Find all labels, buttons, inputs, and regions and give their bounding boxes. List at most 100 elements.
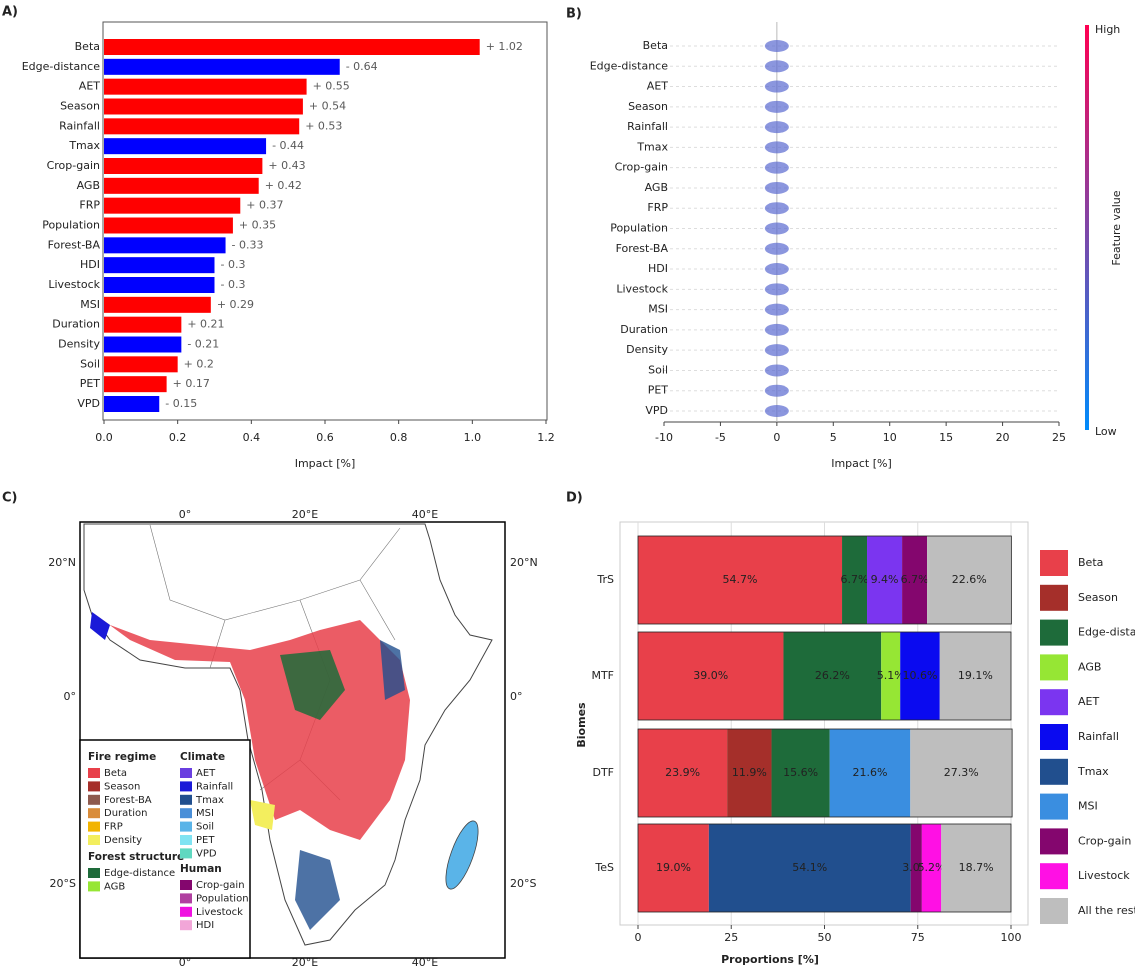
legend-label: Density xyxy=(104,835,142,846)
legend-swatch xyxy=(1040,758,1068,785)
swarm-core xyxy=(764,181,789,194)
legend-swatch xyxy=(180,835,192,845)
x-tick-label: 0.2 xyxy=(169,431,187,444)
x-tick-label: 0.6 xyxy=(316,431,334,444)
swarm-core xyxy=(764,303,789,316)
legend-label: Tmax xyxy=(1077,765,1109,778)
y-tick-label: Edge-distance xyxy=(22,60,100,73)
bar-segment xyxy=(941,824,1011,912)
bar xyxy=(104,296,211,313)
legend-swatch xyxy=(88,868,100,878)
legend-group-title: Forest structure xyxy=(88,851,184,863)
legend-swatch xyxy=(88,835,100,845)
legend-swatch xyxy=(88,794,100,805)
bar-segment xyxy=(638,632,784,720)
bar xyxy=(104,356,178,373)
value-label: + 0.21 xyxy=(187,318,224,331)
value-label: - 0.3 xyxy=(221,278,246,291)
bar xyxy=(104,277,215,293)
legend-label: VPD xyxy=(196,848,217,859)
bar-outline xyxy=(637,535,1012,625)
legend-label: Soil xyxy=(196,822,214,833)
legend-label: PET xyxy=(196,835,215,846)
legend-swatch xyxy=(1040,793,1068,820)
legend-swatch xyxy=(1040,550,1068,576)
y-tick-label: Population xyxy=(42,219,100,232)
panel-label: A) xyxy=(2,5,18,20)
colorbar-low: Low xyxy=(1095,425,1117,438)
y-axis-label: Biomes xyxy=(575,702,588,748)
bar-segment xyxy=(921,824,942,912)
y-tick-label: Livestock xyxy=(616,282,668,295)
y-tick-label: PET xyxy=(80,377,101,390)
value-label: + 0.43 xyxy=(268,159,305,172)
y-tick-label: Duration xyxy=(52,318,100,331)
value-label: 15.6% xyxy=(783,766,818,779)
legend-label: Rainfall xyxy=(1078,730,1119,743)
y-tick-label: Livestock xyxy=(48,278,100,291)
value-label: + 1.02 xyxy=(486,40,523,53)
swarm-core xyxy=(764,121,789,134)
legend-label: AGB xyxy=(1078,660,1101,673)
bar xyxy=(104,376,167,393)
y-tick-label: Rainfall xyxy=(627,120,668,133)
legend-label: All the rest xyxy=(1078,904,1135,917)
legend-label: MSI xyxy=(196,808,214,819)
legend-swatch xyxy=(88,768,100,778)
y-tick-label: Soil xyxy=(80,357,100,370)
legend-label: Population xyxy=(196,893,249,904)
swarm-core xyxy=(764,283,789,296)
value-label: - 0.44 xyxy=(272,139,304,152)
panel-label: B) xyxy=(566,7,582,22)
x-tick-label: 25 xyxy=(1052,431,1066,444)
legend-label: Crop-gain xyxy=(1078,834,1131,847)
legend-swatch xyxy=(1040,689,1068,716)
value-label: 18.7% xyxy=(959,861,994,874)
x-tick-label: 75 xyxy=(911,931,925,944)
y-tick-label: Forest-BA xyxy=(48,238,101,251)
value-label: 10.6% xyxy=(903,669,938,682)
legend-swatch xyxy=(180,781,192,792)
bar-segment xyxy=(638,536,843,624)
bar xyxy=(104,39,480,55)
legend-label: AET xyxy=(196,768,216,779)
x-tick-label: 10 xyxy=(883,431,897,444)
legend-swatch xyxy=(180,920,192,931)
x-tick-label: 0 xyxy=(635,931,642,944)
x-tick-label: 50 xyxy=(818,931,832,944)
y-tick-label: AET xyxy=(79,80,100,93)
legend-swatch xyxy=(1040,828,1068,855)
bar xyxy=(104,217,233,234)
legend-swatch xyxy=(1040,619,1068,646)
y-tick-label: MSI xyxy=(648,303,668,316)
legend-label: Tmax xyxy=(195,795,224,806)
bar-segment xyxy=(902,536,928,624)
x-tick-label: 1.2 xyxy=(537,431,555,444)
y-tick-label: HDI xyxy=(648,262,668,275)
value-label: 54.7% xyxy=(723,573,758,586)
y-tick-label: Crop-gain xyxy=(615,161,668,174)
bar xyxy=(104,118,300,135)
value-label: 27.3% xyxy=(944,766,979,779)
legend-label: Rainfall xyxy=(196,781,233,792)
legend-swatch xyxy=(180,906,192,917)
legend-label: AET xyxy=(1078,695,1099,708)
legend-label: Season xyxy=(1078,591,1118,604)
legend-label: Duration xyxy=(104,808,147,819)
x-tick-label: 15 xyxy=(939,431,953,444)
lat-tick: 20°S xyxy=(510,877,536,890)
legend-label: Forest-BA xyxy=(104,795,152,806)
bar xyxy=(104,316,182,333)
value-label: + 0.17 xyxy=(173,377,210,390)
y-tick-label: Population xyxy=(610,222,668,235)
y-tick-label: AGB xyxy=(645,181,668,194)
swarm-core xyxy=(764,161,789,174)
x-tick-label: -5 xyxy=(715,431,726,444)
bar-segment xyxy=(829,729,911,817)
value-label: - 0.15 xyxy=(165,397,197,410)
legend-group-title: Human xyxy=(180,863,222,875)
legend-swatch xyxy=(180,893,192,904)
bar-segment xyxy=(638,824,709,912)
legend-swatch xyxy=(180,808,192,819)
y-tick-label: Season xyxy=(628,100,668,113)
